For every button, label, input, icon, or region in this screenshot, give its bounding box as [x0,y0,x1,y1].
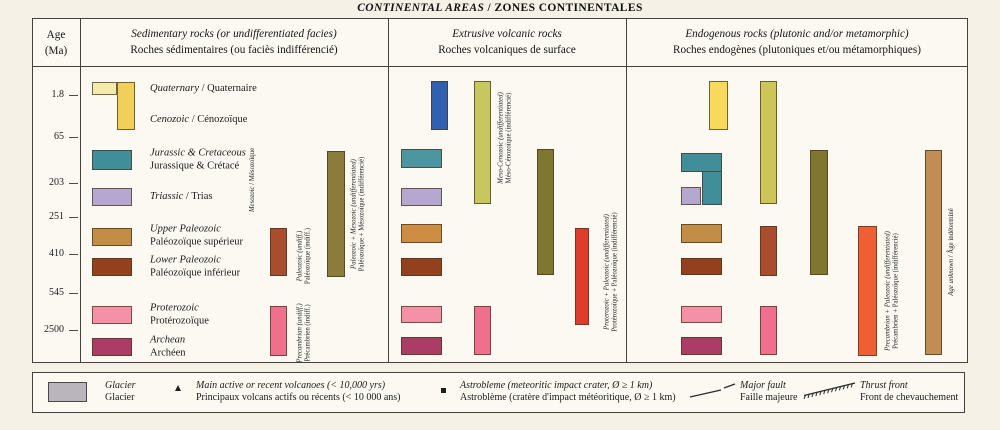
divider-extrusive-endogenous [626,18,627,363]
swatch-end-jurassic-cretaceous [681,153,722,172]
swatch-ext-lower-paleozoic [401,258,442,276]
swatch-sed-paleozoic-undiff [270,228,287,276]
swatch-end-lower-paleozoic [681,258,722,275]
vlabel-proterozoic-paleozoic-undiff: Proterozoic + Paleozoic (undifferentiate… [603,212,618,332]
swatch-ext-quaternary-cenozoic [431,81,448,130]
row-label-cenozoic: Cenozoic / Cénozoïque [150,113,248,125]
swatch-sed-upper-paleozoic [92,228,132,246]
row-label-triassic: Triassic / Trias [150,190,213,202]
swatch-sed-precambrian-undiff [270,306,287,356]
age-tick-label-65: 65 [54,131,64,142]
swatch-ext-archean [401,337,442,355]
row-label-archean: Archean Archéen [150,334,186,359]
age-tick-dash-2500 [69,330,78,331]
swatch-sed-jurassic-cretaceous [92,150,132,170]
endogenous-header-french: Roches endogènes (plutoniques et/ou méta… [673,43,921,56]
swatch-sed-paleozoic-mesozoic-undiff [327,151,345,277]
vlabel-mesozoic: Mesozoic / Mésozoïque [249,147,257,213]
age-tick-dash-203 [69,183,78,184]
vlabel-age-unknown: Age unknown / Âge indéterminé [948,208,956,296]
age-tick-label-410: 410 [49,248,64,259]
age-tick-label-1.8: 1.8 [51,89,65,100]
age-tick-dash-545 [69,293,78,294]
thrust-front-icon [803,382,856,400]
sedimentary-header-french: Roches sédimentaires (ou faciès indiffér… [130,43,338,56]
extrusive-column-header: Extrusive volcanic rocks Roches volcaniq… [398,27,616,58]
extrusive-header-french: Roches volcaniques de surface [438,43,576,56]
swatch-end-triassic [681,187,701,205]
swatch-end-paleozoic-undiff [760,226,777,276]
divider-age-sedimentary [80,18,81,363]
age-column-header: Age (Ma) [32,28,80,59]
swatch-ext-meso-cenozoic-undiff [474,81,491,204]
swatch-sed-proterozoic [92,306,132,324]
endogenous-column-header: Endogenous rocks (plutonic and/or metamo… [636,27,958,58]
swatch-end-quaternary-cenozoic [709,81,728,130]
legend-label-astrobleme: Astrobleme (meteoritic impact crater, Ø … [460,380,676,403]
age-header-line1: Age [46,29,66,41]
legend-label-major-fault: Major fault Faille majeure [740,380,798,403]
swatch-end-paleozoic-mesozoic-undiff [810,150,828,275]
age-tick-label-2500: 2500 [44,324,64,335]
age-tick-dash-251 [69,217,78,218]
endogenous-header-english: Endogenous rocks (plutonic and/or metamo… [685,28,909,40]
header-separator-line [32,66,968,67]
volcano-icon [175,385,181,391]
extrusive-header-english: Extrusive volcanic rocks [452,28,562,40]
row-label-proterozoic: Proterozoic Protérozoïque [150,302,209,327]
row-label-upper-paleozoic: Upper Paleozoic Paléozoïque supérieur [150,223,244,248]
divider-sedimentary-extrusive [388,18,389,363]
bottom-legend-box [32,372,965,413]
age-tick-label-203: 203 [49,177,64,188]
age-tick-dash-1.8 [69,95,78,96]
sedimentary-column-header: Sedimentary rocks (or undifferentiated f… [90,27,378,58]
vlabel-meso-cenozoic-undiff: Meso-Cenozoic (undifferentiated) Méso-Cén… [497,92,512,184]
title-french: ZONES CONTINENTALES [494,2,643,14]
swatch-sed-cenozoic [117,82,135,130]
astrobleme-icon [441,388,446,393]
swatch-end-archean [681,337,722,355]
swatch-end-precambrian-paleozoic-undiff [858,226,877,356]
swatch-end-age-unknown [925,150,942,355]
swatch-end-meso-cenozoic-undiff [760,81,777,204]
swatch-sed-quaternary [92,82,117,95]
vlabel-paleozoic-mesozoic-undiff: Paleozoic + Mesozoic (undifferentiated) P… [350,156,365,272]
swatch-ext-paleozoic-mesozoic-undiff [537,149,554,275]
swatch-end-precambrian-undiff [760,306,777,355]
swatch-end-jurassic-cretaceous-leg [702,171,722,205]
swatch-sed-triassic [92,188,132,206]
title-english: CONTINENTAL AREAS [357,2,485,14]
legend-label-volcano: Main active or recent volcanoes (< 10,00… [196,380,401,403]
age-tick-dash-410 [69,254,78,255]
swatch-sed-archean [92,338,132,356]
swatch-end-upper-paleozoic [681,224,722,243]
age-tick-dash-65 [69,137,78,138]
row-label-lower-paleozoic: Lower Paleozoic Paléozoïque inférieur [150,254,241,279]
age-header-line2: (Ma) [44,44,68,57]
swatch-sed-lower-paleozoic [92,258,132,276]
legend-label-thrust-front: Thrust front Front de chevauchement [860,380,959,403]
age-tick-label-251: 251 [49,211,64,222]
swatch-ext-jurassic-cretaceous [401,149,442,168]
legend-glacier-swatch [48,382,87,402]
page-title: CONTINENTAL AREAS / ZONES CONTINENTALES [0,2,1000,14]
vlabel-precambrian-paleozoic-undiff: Precambrian + Paleozoic (undifferentiate… [884,231,899,351]
title-separator: / [484,2,495,14]
swatch-ext-precambrian-undiff [474,306,491,355]
age-tick-label-545: 545 [49,287,64,298]
vlabel-paleozoic-undiff: Paleozoic (undiff.) Paléozoïque (indiff.) [296,227,311,285]
row-label-quaternary: Quaternary / Quaternaire [150,82,257,94]
swatch-end-proterozoic [681,306,722,323]
major-fault-icon [689,383,736,398]
swatch-ext-proterozoic-paleozoic-undiff [575,228,589,325]
swatch-ext-upper-paleozoic [401,224,442,243]
swatch-ext-proterozoic [401,306,442,323]
row-label-jurassic-cretaceous: Jurassic & Cretaceous Jurassique & Crétac… [150,147,246,172]
swatch-ext-triassic [401,188,442,206]
sedimentary-header-english: Sedimentary rocks (or undifferentiated f… [131,28,337,40]
vlabel-precambrian-undiff: Precambrian (undiff.) Précambrien (indiff… [296,303,311,363]
legend-label-glacier: Glacier Glacier [105,380,136,403]
